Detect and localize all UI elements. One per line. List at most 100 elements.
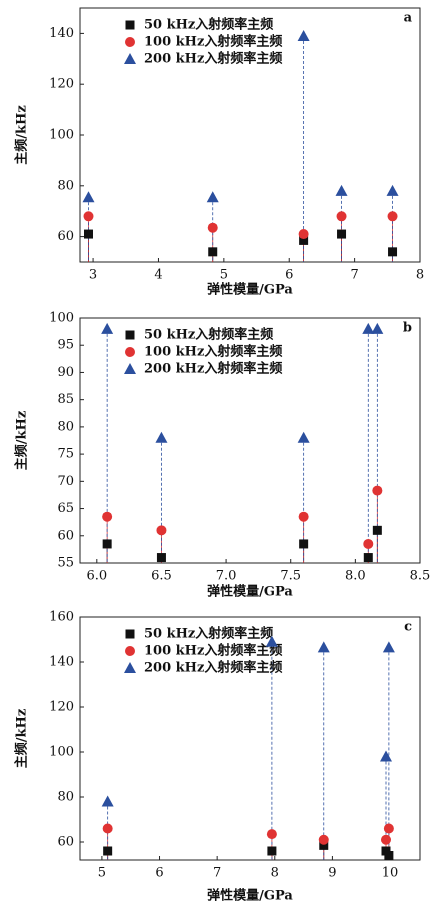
triangle-marker bbox=[317, 641, 330, 653]
circle-marker bbox=[372, 485, 383, 496]
y-tick-label: 140 bbox=[49, 26, 74, 41]
square-marker bbox=[84, 229, 93, 239]
x-tick-label: 5 bbox=[220, 268, 228, 283]
legend-label: 100 kHz入射频率主频 bbox=[144, 34, 282, 50]
triangle-marker bbox=[124, 662, 136, 673]
y-axis-label: 主频/kHz bbox=[14, 709, 30, 768]
triangle-marker bbox=[380, 750, 392, 762]
y-axis-label: 主频/kHz bbox=[14, 105, 30, 164]
triangle-marker bbox=[101, 322, 114, 334]
circle-marker bbox=[381, 834, 391, 845]
circle-marker bbox=[102, 511, 113, 522]
legend-label: 50 kHz入射频率主频 bbox=[144, 327, 273, 343]
circle-marker bbox=[125, 37, 135, 47]
legend-label: 200 kHz入射频率主频 bbox=[144, 51, 282, 67]
x-tick-label: 8.5 bbox=[410, 569, 431, 584]
plot-frame bbox=[79, 317, 421, 564]
triangle-marker bbox=[82, 191, 95, 203]
legend-label: 200 kHz入射频率主频 bbox=[144, 660, 282, 676]
square-marker bbox=[388, 247, 398, 257]
triangle-marker bbox=[335, 184, 348, 196]
y-tick-label: 95 bbox=[57, 338, 74, 353]
x-tick-label: 5 bbox=[98, 866, 106, 881]
y-tick-label: 90 bbox=[57, 365, 74, 380]
square-marker bbox=[319, 840, 329, 850]
x-tick-label: 6 bbox=[155, 866, 163, 881]
circle-marker bbox=[363, 538, 374, 549]
y-tick-label: 80 bbox=[57, 178, 74, 193]
circle-marker bbox=[298, 229, 309, 240]
circle-marker bbox=[387, 211, 398, 222]
circle-marker bbox=[125, 646, 135, 656]
y-tick-label: 80 bbox=[57, 790, 74, 805]
x-axis-label: 弹性模量/GPa bbox=[207, 888, 293, 904]
y-tick-label: 120 bbox=[49, 700, 74, 715]
y-tick-label: 80 bbox=[57, 419, 74, 434]
circle-marker bbox=[336, 211, 347, 222]
square-marker bbox=[267, 846, 277, 856]
y-tick-label: 100 bbox=[49, 128, 74, 143]
x-axis-label: 弹性模量/GPa bbox=[207, 282, 293, 298]
triangle-marker bbox=[297, 29, 310, 41]
circle-marker bbox=[383, 823, 394, 834]
x-axis-label: 弹性模量/GPa bbox=[207, 584, 293, 600]
x-tick-label: 7 bbox=[350, 268, 358, 283]
panel-label: a bbox=[404, 11, 413, 26]
y-tick-label: 100 bbox=[49, 311, 74, 326]
y-tick-label: 70 bbox=[57, 474, 74, 489]
legend-label: 50 kHz入射频率主频 bbox=[144, 17, 273, 33]
triangle-marker bbox=[101, 795, 114, 807]
y-tick-label: 60 bbox=[57, 229, 74, 244]
x-tick-label: 7.5 bbox=[280, 569, 301, 584]
y-tick-label: 120 bbox=[49, 77, 74, 92]
square-marker bbox=[299, 539, 309, 549]
circle-marker bbox=[298, 511, 309, 522]
circle-marker bbox=[207, 222, 218, 233]
square-marker bbox=[208, 247, 218, 257]
legend-label: 100 kHz入射频率主频 bbox=[144, 643, 282, 659]
triangle-marker bbox=[371, 322, 384, 334]
square-marker bbox=[125, 20, 135, 30]
y-tick-label: 60 bbox=[57, 835, 74, 850]
x-tick-label: 8 bbox=[416, 268, 424, 283]
x-tick-label: 8.0 bbox=[345, 569, 366, 584]
legend-label: 100 kHz入射频率主频 bbox=[144, 344, 282, 360]
legend-label: 50 kHz入射频率主频 bbox=[144, 626, 273, 642]
square-marker bbox=[299, 235, 309, 245]
circle-marker bbox=[102, 823, 113, 834]
triangle-marker bbox=[265, 635, 278, 647]
x-tick-label: 3 bbox=[89, 268, 97, 283]
plot-frame bbox=[79, 616, 421, 861]
y-tick-label: 100 bbox=[49, 745, 74, 760]
x-tick-label: 7 bbox=[213, 866, 221, 881]
square-marker bbox=[363, 553, 373, 563]
circle-marker bbox=[125, 347, 135, 357]
panel-label: b bbox=[403, 321, 412, 336]
y-tick-label: 65 bbox=[57, 501, 74, 516]
legend-label: 200 kHz入射频率主频 bbox=[144, 361, 282, 377]
triangle-marker bbox=[124, 53, 136, 64]
triangle-marker bbox=[206, 191, 219, 203]
square-marker bbox=[102, 539, 112, 549]
y-tick-label: 60 bbox=[57, 528, 74, 543]
panel-label: c bbox=[404, 620, 412, 635]
x-tick-label: 8 bbox=[271, 866, 279, 881]
triangle-marker bbox=[362, 322, 375, 334]
circle-marker bbox=[266, 829, 277, 840]
triangle-marker bbox=[124, 363, 136, 374]
x-tick-label: 9 bbox=[328, 866, 336, 881]
x-tick-label: 4 bbox=[154, 268, 162, 283]
circle-marker bbox=[83, 211, 94, 222]
square-marker bbox=[103, 846, 113, 856]
y-axis-label: 主频/kHz bbox=[14, 411, 30, 470]
square-marker bbox=[125, 330, 135, 340]
triangle-marker bbox=[297, 431, 310, 443]
x-tick-label: 6 bbox=[285, 268, 293, 283]
triangle-marker bbox=[386, 184, 399, 196]
square-marker bbox=[372, 525, 382, 535]
x-tick-label: 7.0 bbox=[216, 569, 237, 584]
x-tick-label: 6.0 bbox=[86, 569, 107, 584]
y-tick-label: 55 bbox=[57, 556, 74, 571]
square-marker bbox=[125, 629, 135, 639]
